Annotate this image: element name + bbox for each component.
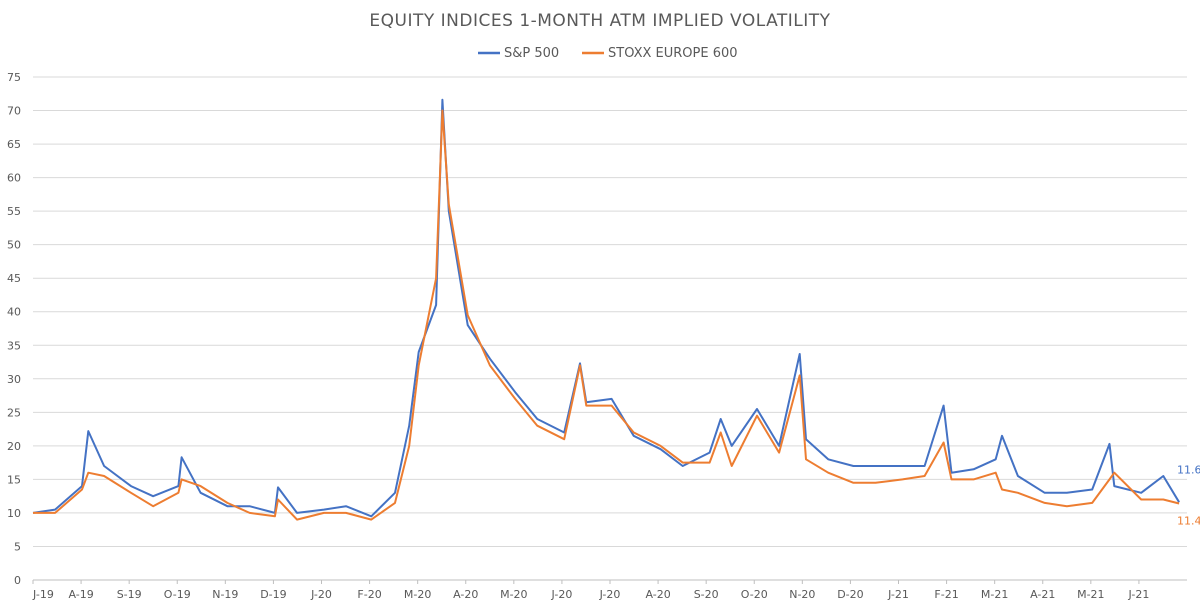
y-tick-label: 5 [14, 540, 21, 553]
y-tick-label: 0 [14, 574, 21, 587]
y-tick-label: 35 [7, 339, 21, 352]
x-tick-label: A-21 [1030, 588, 1055, 601]
legend-label-stoxx600: STOXX EUROPE 600 [608, 46, 738, 61]
gridlines [33, 76, 1187, 547]
x-axis-ticks: J-19 A-19 S-19 O-19 N-19 D-19 J-20 F-20 M-20 A-20… [32, 580, 1149, 601]
x-tick-label: A-20 [645, 588, 670, 601]
x-tick-label: O-19 [164, 588, 191, 601]
x-tick-label: O-20 [741, 588, 768, 601]
x-tick-label: J-20 [310, 588, 332, 601]
x-tick-label: J-20 [599, 588, 621, 601]
y-tick-label: 40 [7, 306, 21, 319]
x-tick-label: S-20 [694, 588, 719, 601]
y-tick-label: 30 [7, 373, 21, 386]
x-tick-label: N-19 [212, 588, 238, 601]
y-tick-label: 55 [7, 205, 21, 218]
x-tick-label: D-19 [260, 588, 286, 601]
y-tick-label: 45 [7, 272, 21, 285]
y-tick-label: 60 [7, 172, 21, 185]
y-tick-label: 10 [7, 507, 21, 520]
x-tick-label: D-20 [837, 588, 863, 601]
x-tick-label: S-19 [117, 588, 142, 601]
x-tick-label: N-20 [789, 588, 815, 601]
x-tick-label: M-20 [500, 588, 527, 601]
x-tick-label: A-20 [453, 588, 478, 601]
series-line-sp500 [32, 98, 1180, 518]
x-tick-label: A-19 [68, 588, 93, 601]
y-tick-label: 15 [7, 473, 21, 486]
x-tick-label: J-20 [551, 588, 573, 601]
y-tick-label: 75 [7, 71, 21, 84]
x-tick-label: M-20 [404, 588, 431, 601]
x-tick-label: M-21 [981, 588, 1008, 601]
series-lines [32, 98, 1180, 521]
y-tick-label: 50 [7, 239, 21, 252]
x-tick-label: F-21 [934, 588, 958, 601]
y-axis-ticks: 0 5 10 15 20 25 30 35 40 45 50 55 60 65 70 75 [7, 71, 21, 587]
end-label-sp500: 11.6 [1177, 463, 1200, 476]
x-tick-label: J-19 [32, 588, 54, 601]
y-tick-label: 65 [7, 138, 21, 151]
y-tick-label: 25 [7, 406, 21, 419]
end-label-stoxx600: 11.4 [1177, 514, 1200, 527]
x-tick-label: F-20 [357, 588, 381, 601]
x-tick-label: M-21 [1077, 588, 1104, 601]
chart-title: EQUITY INDICES 1-MONTH ATM IMPLIED VOLAT… [369, 11, 830, 31]
x-tick-label: J-21 [1128, 588, 1150, 601]
series-line-stoxx600 [33, 109, 1180, 521]
x-tick-label: J-21 [887, 588, 909, 601]
legend-label-sp500: S&P 500 [504, 46, 559, 61]
y-tick-label: 20 [7, 440, 21, 453]
legend: S&P 500 STOXX EUROPE 600 [478, 46, 738, 61]
y-tick-label: 70 [7, 105, 21, 118]
